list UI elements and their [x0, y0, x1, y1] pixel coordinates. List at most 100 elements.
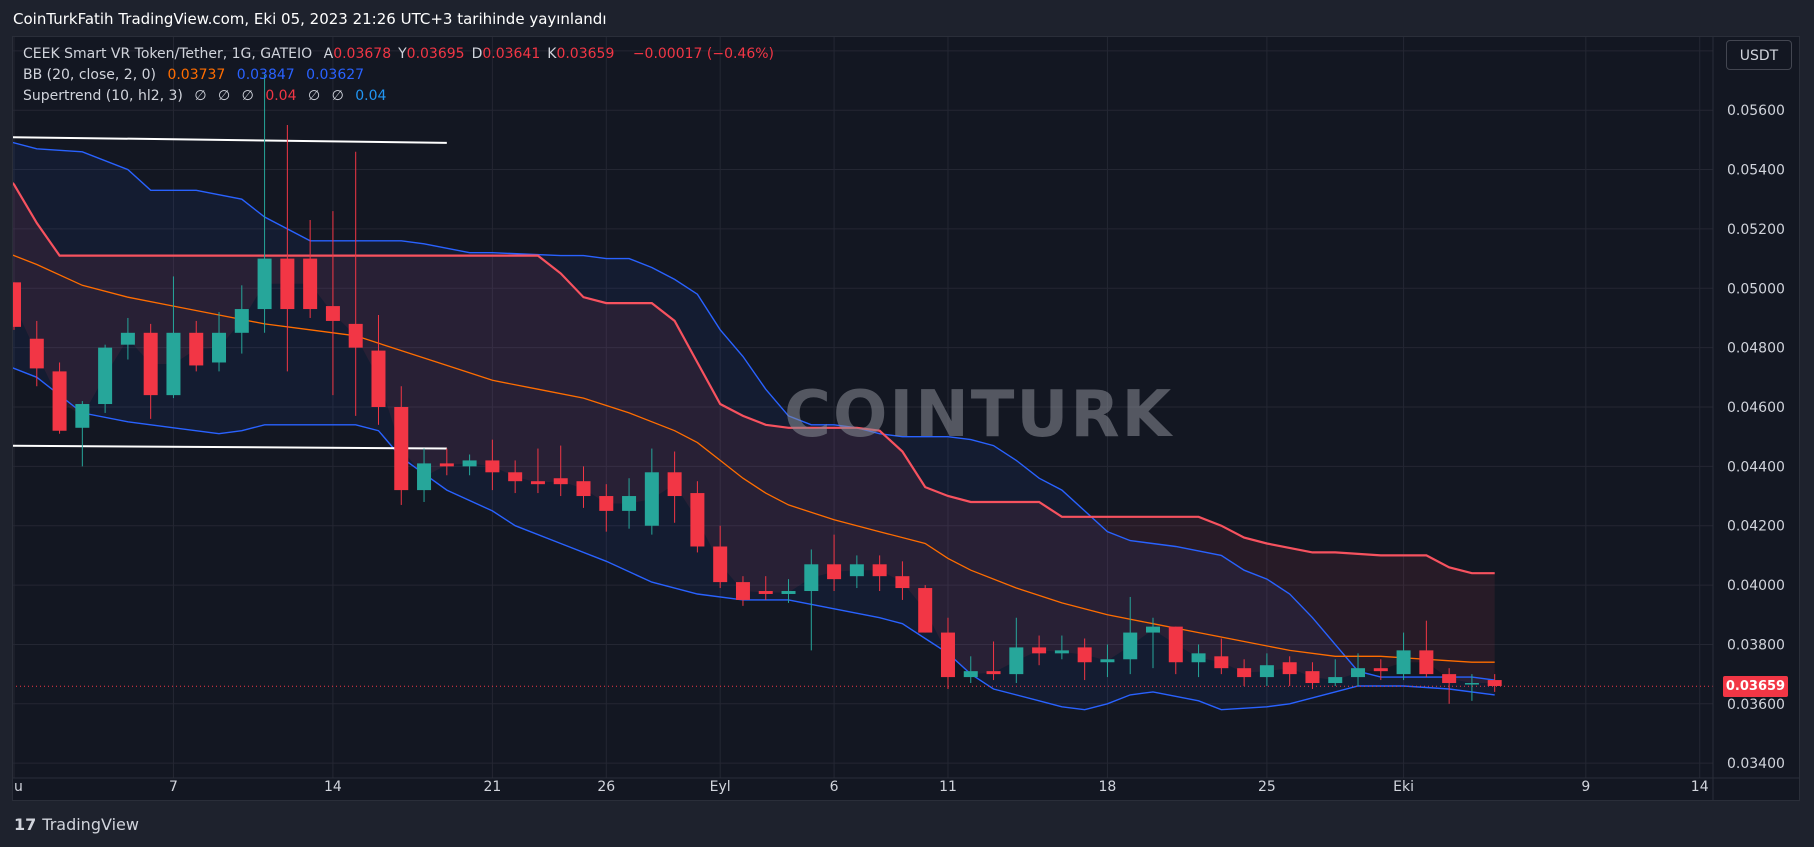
y-tick-label-7: 0.04400: [1727, 459, 1785, 475]
x-tick-label-12: 14: [1691, 779, 1709, 795]
candle-body-1: [29, 338, 44, 369]
x-tick-label-1: 7: [169, 779, 178, 795]
y-tick-label-3: 0.05200: [1727, 222, 1785, 238]
tradingview-brand[interactable]: 17 TradingView: [14, 815, 139, 834]
bb-upper-value: 0.03847: [236, 67, 295, 83]
candle-body-60: [1373, 668, 1388, 672]
candle-body-18: [417, 463, 432, 491]
candle-body-23: [530, 481, 545, 485]
candle-body-5: [120, 332, 135, 345]
ohlc-value-1: 0.03695: [406, 46, 465, 62]
supertrend-label[interactable]: Supertrend (10, hl2, 3): [23, 88, 183, 104]
ohlc-values: A0.03678 Y0.03695 D0.03641 K0.03659: [324, 46, 622, 62]
candle-body-29: [667, 472, 682, 497]
candle-body-25: [576, 481, 591, 497]
symbol-title[interactable]: CEEK Smart VR Token/Tether, 1G, GATEIO: [23, 46, 313, 62]
currency-button[interactable]: USDT: [1726, 40, 1792, 70]
st-value-7: 0.04: [355, 88, 387, 104]
candle-body-0: [13, 282, 21, 327]
candle-body-62: [1419, 650, 1434, 675]
chart-frame[interactable]: [12, 36, 1800, 801]
candle-body-27: [622, 496, 637, 511]
bb-label[interactable]: BB (20, close, 2, 0): [23, 67, 156, 83]
candle-body-13: [303, 258, 318, 310]
bb-basis-value: 0.03737: [167, 67, 226, 83]
st-value-2: ∅: [218, 88, 231, 104]
y-tick-label-5: 0.04800: [1727, 341, 1785, 357]
bb-lower-line: [13, 367, 1495, 711]
candle-body-51: [1168, 626, 1183, 663]
publish-header: CoinTurkFatih TradingView.com, Eki 05, 2…: [0, 0, 1814, 36]
y-tick-label-6: 0.04600: [1727, 400, 1785, 416]
x-tick-label-10: Eki: [1393, 779, 1414, 795]
y-tick-label-2: 0.05400: [1727, 163, 1785, 179]
candle-body-57: [1305, 671, 1320, 684]
candle-body-10: [234, 309, 249, 333]
candle-body-49: [1123, 632, 1138, 660]
candle-body-53: [1214, 656, 1229, 669]
ohlc-key-3: K: [547, 46, 557, 62]
candle-body-19: [439, 463, 454, 467]
st-value-1: ∅: [194, 88, 207, 104]
candle-body-63: [1442, 674, 1457, 684]
watermark-logo: COINTURK: [784, 378, 1174, 452]
candle-body-44: [1009, 647, 1024, 675]
candle-body-6: [143, 332, 158, 396]
x-tick-label-7: 11: [939, 779, 957, 795]
ohlc-value-2: 0.03641: [482, 46, 541, 62]
chart-legend: CEEK Smart VR Token/Tether, 1G, GATEIO A…: [23, 44, 781, 107]
candle-body-43: [986, 671, 1001, 675]
x-tick-label-4: 26: [597, 779, 615, 795]
candle-body-28: [644, 472, 659, 526]
ohlc-key-1: Y: [398, 46, 407, 62]
candle-body-56: [1282, 662, 1297, 675]
candle-body-8: [189, 332, 204, 366]
candle-body-24: [553, 478, 568, 485]
ohlc-key-0: A: [323, 46, 334, 62]
candle-body-42: [963, 671, 978, 678]
ohlc-key-2: D: [471, 46, 483, 62]
trend-line-0: [13, 136, 447, 144]
ohlc-value-0: 0.03678: [333, 46, 392, 62]
tradingview-logo-icon: 17: [14, 815, 37, 834]
st-value-6: ∅: [331, 88, 344, 104]
bb-lower-value: 0.03627: [306, 67, 365, 83]
plot-area: [13, 37, 1713, 778]
y-tick-label-1: 0.05600: [1727, 103, 1785, 119]
candle-body-22: [508, 472, 523, 482]
candle-body-32: [735, 582, 750, 600]
candle-body-52: [1191, 653, 1206, 663]
legend-bb-row: BB (20, close, 2, 0) 0.03737 0.03847 0.0…: [23, 65, 781, 86]
legend-symbol-row: CEEK Smart VR Token/Tether, 1G, GATEIO A…: [23, 44, 781, 65]
candle-body-20: [462, 460, 477, 467]
x-tick-label-0: u: [14, 779, 23, 795]
candle-body-11: [257, 258, 272, 310]
legend-supertrend-row: Supertrend (10, hl2, 3) ∅ ∅ ∅ 0.04 ∅ ∅ 0…: [23, 86, 781, 107]
candle-body-12: [280, 258, 295, 310]
candle-body-26: [599, 496, 614, 511]
tradingview-brand-text: TradingView: [42, 815, 139, 834]
bb-band-fill: [13, 142, 1495, 710]
y-tick-label-10: 0.03800: [1727, 637, 1785, 653]
st-value-4: 0.04: [265, 88, 297, 104]
x-tick-label-5: Eyl: [710, 779, 731, 795]
candle-body-17: [394, 407, 409, 491]
candle-body-47: [1077, 647, 1092, 663]
y-tick-label-11: 0.03600: [1727, 697, 1785, 713]
candle-body-21: [485, 460, 500, 473]
candle-body-2: [52, 371, 67, 431]
candle-body-14: [325, 306, 340, 321]
x-tick-label-9: 25: [1258, 779, 1276, 795]
candle-body-37: [849, 564, 864, 577]
bb-basis-line: [13, 254, 1495, 663]
candle-body-31: [713, 546, 728, 583]
candle-body-41: [940, 632, 955, 678]
price-change: −0.00017 (−0.46%): [632, 46, 775, 62]
y-tick-label-4: 0.05000: [1727, 281, 1785, 297]
trend-line-1: [13, 444, 447, 450]
candle-body-50: [1146, 626, 1160, 633]
candle-body-9: [212, 332, 227, 363]
candle-body-48: [1100, 659, 1115, 663]
candle-body-3: [75, 404, 90, 428]
